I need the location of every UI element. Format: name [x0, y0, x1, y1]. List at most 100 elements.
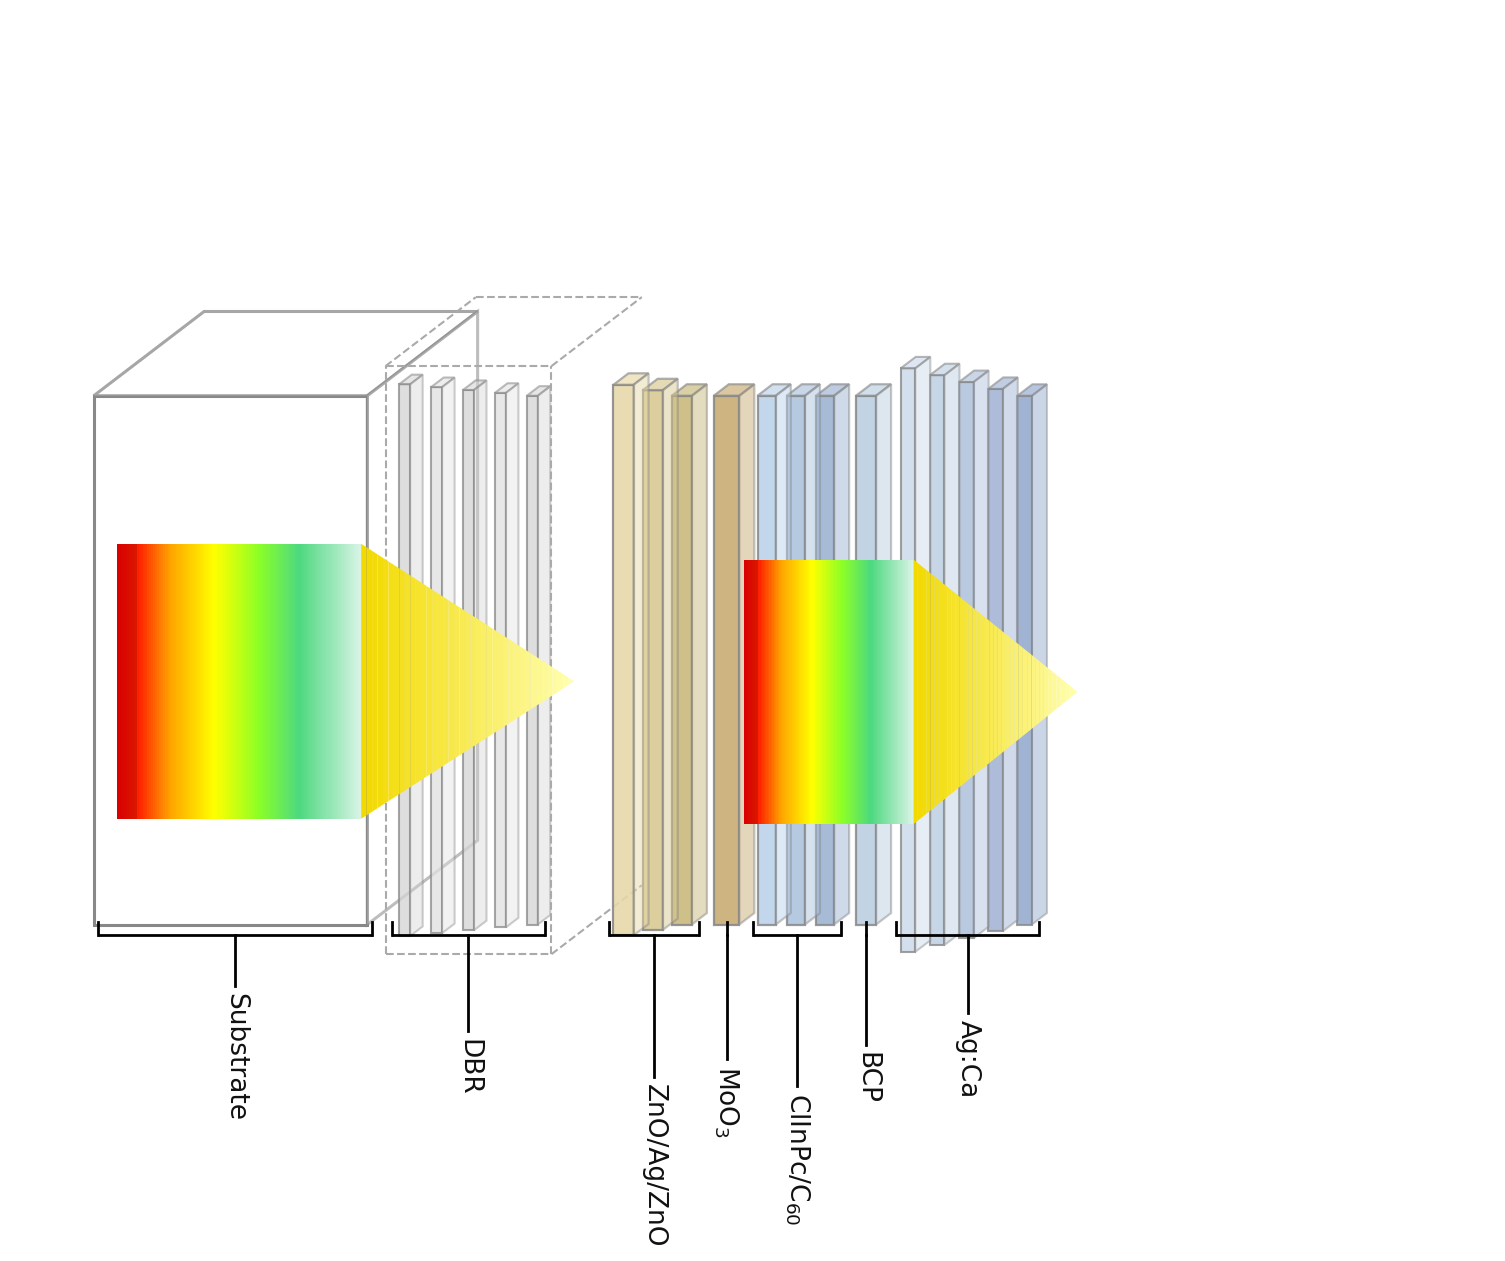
Polygon shape	[421, 583, 427, 781]
Polygon shape	[268, 543, 269, 818]
Polygon shape	[1069, 685, 1073, 699]
Polygon shape	[205, 543, 206, 818]
Polygon shape	[211, 543, 212, 818]
Polygon shape	[178, 543, 179, 818]
Polygon shape	[241, 543, 242, 818]
Polygon shape	[959, 382, 974, 938]
Polygon shape	[1073, 689, 1078, 695]
Polygon shape	[182, 543, 184, 818]
Polygon shape	[1019, 644, 1023, 739]
Polygon shape	[515, 643, 519, 720]
Polygon shape	[944, 584, 947, 801]
Polygon shape	[486, 625, 492, 738]
Polygon shape	[184, 543, 185, 818]
Polygon shape	[257, 543, 259, 818]
Polygon shape	[1014, 641, 1019, 743]
Polygon shape	[346, 543, 349, 818]
Polygon shape	[399, 569, 405, 794]
Polygon shape	[296, 543, 298, 818]
Polygon shape	[287, 543, 290, 818]
Polygon shape	[316, 543, 319, 818]
Polygon shape	[974, 371, 989, 938]
Polygon shape	[158, 543, 160, 818]
Polygon shape	[614, 385, 634, 936]
Text: ClInPc/C$_{60}$: ClInPc/C$_{60}$	[783, 1093, 811, 1226]
Polygon shape	[509, 639, 515, 724]
Polygon shape	[634, 373, 649, 936]
Polygon shape	[141, 543, 143, 818]
Polygon shape	[563, 675, 569, 689]
Polygon shape	[951, 590, 956, 793]
Polygon shape	[129, 543, 131, 818]
Polygon shape	[229, 543, 230, 818]
Polygon shape	[138, 543, 141, 818]
Polygon shape	[915, 357, 930, 952]
Polygon shape	[430, 387, 442, 933]
Polygon shape	[503, 636, 509, 728]
Polygon shape	[459, 608, 465, 755]
Polygon shape	[354, 543, 355, 818]
Polygon shape	[170, 543, 172, 818]
Polygon shape	[360, 543, 361, 818]
Polygon shape	[188, 543, 190, 818]
Polygon shape	[172, 543, 173, 818]
Polygon shape	[856, 385, 891, 396]
Polygon shape	[147, 543, 149, 818]
Polygon shape	[337, 543, 339, 818]
Polygon shape	[328, 543, 331, 818]
Polygon shape	[190, 543, 193, 818]
Polygon shape	[173, 543, 176, 818]
Polygon shape	[465, 610, 471, 752]
Polygon shape	[394, 565, 399, 798]
Polygon shape	[525, 649, 531, 712]
Polygon shape	[185, 543, 188, 818]
Polygon shape	[217, 543, 218, 818]
Polygon shape	[981, 614, 986, 769]
Polygon shape	[816, 385, 849, 396]
Polygon shape	[154, 543, 155, 818]
Polygon shape	[193, 543, 194, 818]
Polygon shape	[968, 604, 972, 781]
Polygon shape	[536, 657, 542, 706]
Text: MoO$_3$: MoO$_3$	[712, 1066, 740, 1137]
Polygon shape	[292, 543, 293, 818]
Polygon shape	[930, 376, 945, 944]
Polygon shape	[926, 570, 930, 813]
Polygon shape	[989, 620, 993, 763]
Polygon shape	[476, 618, 482, 745]
Polygon shape	[343, 543, 345, 818]
Polygon shape	[221, 543, 223, 818]
Polygon shape	[319, 543, 321, 818]
Polygon shape	[527, 396, 537, 924]
Polygon shape	[303, 543, 304, 818]
Polygon shape	[199, 543, 200, 818]
Polygon shape	[150, 543, 154, 818]
Polygon shape	[93, 311, 477, 396]
Polygon shape	[345, 543, 346, 818]
Polygon shape	[224, 543, 227, 818]
Polygon shape	[993, 624, 998, 759]
Polygon shape	[542, 661, 546, 702]
Polygon shape	[989, 388, 1002, 932]
Polygon shape	[1040, 661, 1044, 723]
Polygon shape	[1002, 630, 1005, 753]
Polygon shape	[293, 543, 296, 818]
Polygon shape	[1026, 651, 1031, 733]
Polygon shape	[1017, 385, 1047, 396]
Polygon shape	[442, 377, 455, 933]
Polygon shape	[196, 543, 199, 818]
Polygon shape	[464, 381, 486, 390]
Polygon shape	[959, 371, 989, 382]
Polygon shape	[945, 363, 960, 944]
Polygon shape	[442, 596, 448, 765]
Polygon shape	[262, 543, 263, 818]
Polygon shape	[558, 671, 563, 692]
Polygon shape	[482, 622, 486, 741]
Polygon shape	[160, 543, 161, 818]
Polygon shape	[662, 378, 677, 931]
Polygon shape	[281, 543, 284, 818]
Polygon shape	[126, 543, 129, 818]
Polygon shape	[167, 543, 170, 818]
Polygon shape	[327, 543, 328, 818]
Polygon shape	[269, 543, 271, 818]
